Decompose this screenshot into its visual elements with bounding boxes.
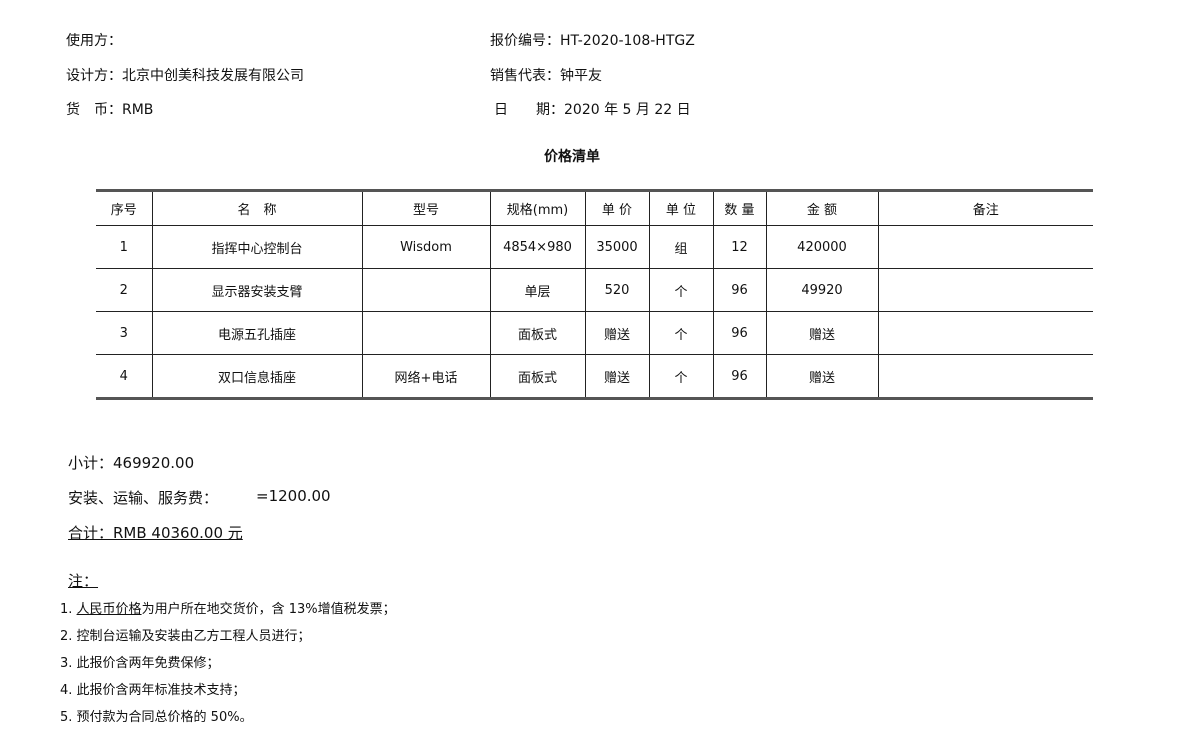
table-cell: 双口信息插座 [151, 354, 363, 399]
table-cell: 96 [712, 354, 767, 399]
designer-field: 设计方：北京中创美科技发展有限公司 [66, 68, 304, 84]
table-cell [877, 354, 1093, 399]
table-cell: 面板式 [489, 311, 586, 355]
table-cell: 2 [96, 268, 153, 312]
table-cell: 电源五孔插座 [151, 311, 363, 355]
table-row: 4 双口信息插座 网络+电话 面板式 赠送个 96 赠送 [96, 354, 1093, 399]
service-fee-label: 安装、运输、服务费： [68, 489, 219, 507]
price-table: 序号名 称型号 规格(mm) 单 价单 位数 量金 额备注 1 指挥中心控制台 Wisd… [96, 189, 1093, 400]
table-cell: 49920 [765, 268, 879, 312]
table-cell: 96 [712, 268, 767, 312]
table-cell: 35000 [584, 225, 650, 269]
table-cell: 520 [584, 268, 650, 312]
notes-heading: 注： [68, 572, 99, 590]
note-item-4: 4. 此报价含两年标准技术支持； [60, 683, 246, 698]
column-header: 数 量 [712, 190, 767, 226]
table-cell: 网络+电话 [361, 354, 491, 399]
total: 合计：RMB 40360.00 元 [68, 524, 243, 542]
table-row: 1 指挥中心控制台 Wisdom 4854×980 35000 组 12 420000 [96, 225, 1093, 269]
table-cell: 单层 [489, 268, 586, 312]
table-cell: 个 [648, 268, 714, 312]
table-cell: Wisdom [361, 225, 491, 269]
table-cell: 1 [96, 225, 153, 269]
table-cell: 4854×980 [489, 225, 586, 269]
note-item-1: 1. 人民币价格为用户所在地交货价，含 13%增值税发票； [60, 602, 396, 617]
table-cell: 12 [712, 225, 767, 269]
table-cell: 赠送 [765, 311, 879, 355]
column-header: 型号 [361, 190, 491, 226]
note-item-2: 2. 控制台运输及安装由乙方工程人员进行； [60, 629, 311, 644]
table-cell: 组 [648, 225, 714, 269]
column-header: 序号 [96, 190, 153, 226]
note-underlined: 人民币价格 [76, 602, 142, 617]
table-row: 3 电源五孔插座 面板式 赠送个 96 赠送 [96, 311, 1093, 355]
table-cell: 赠送 [584, 311, 650, 355]
column-header: 名 称 [151, 190, 363, 226]
note-item-3: 3. 此报价含两年免费保修； [60, 656, 220, 671]
quote-number: 报价编号：HT-2020-108-HTGZ [490, 33, 695, 49]
date-field: 日 期：2020 年 5 月 22 日 [494, 102, 691, 118]
table-cell: 个 [648, 354, 714, 399]
column-header: 单 位 [648, 190, 714, 226]
table-cell: 96 [712, 311, 767, 355]
table-cell [877, 225, 1093, 269]
note-item-5: 5. 预付款为合同总价格的 50%。 [60, 710, 253, 725]
user-field: 使用方： [66, 33, 122, 49]
subtotal: 小计：469920.00 [68, 454, 195, 472]
table-cell: 3 [96, 311, 153, 355]
table-header-row: 序号名 称型号 规格(mm) 单 价单 位数 量金 额备注 [96, 190, 1093, 226]
table-cell: 指挥中心控制台 [151, 225, 363, 269]
currency-field: 货 币：RMB [66, 102, 154, 118]
table-cell [877, 311, 1093, 355]
table-cell [361, 268, 491, 312]
table-cell: 显示器安装支臂 [151, 268, 363, 312]
column-header: 金 额 [765, 190, 879, 226]
table-cell: 面板式 [489, 354, 586, 399]
sales-rep-field: 销售代表：钟平友 [490, 68, 602, 84]
table-cell: 赠送 [765, 354, 879, 399]
table-cell: 4 [96, 354, 153, 399]
table-cell [877, 268, 1093, 312]
column-header: 单 价 [584, 190, 650, 226]
table-cell: 420000 [765, 225, 879, 269]
table-cell: 赠送 [584, 354, 650, 399]
table-cell [361, 311, 491, 355]
service-fee-value: =1200.00 [256, 487, 331, 505]
table-cell: 个 [648, 311, 714, 355]
column-header: 备注 [877, 190, 1093, 226]
page-title: 价格清单 [544, 149, 600, 165]
column-header: 规格(mm) [489, 190, 586, 226]
note-text: 为用户所在地交货价，含 13%增值税发票； [141, 602, 396, 617]
table-row: 2 显示器安装支臂 单层 520 个 96 49920 [96, 268, 1093, 312]
